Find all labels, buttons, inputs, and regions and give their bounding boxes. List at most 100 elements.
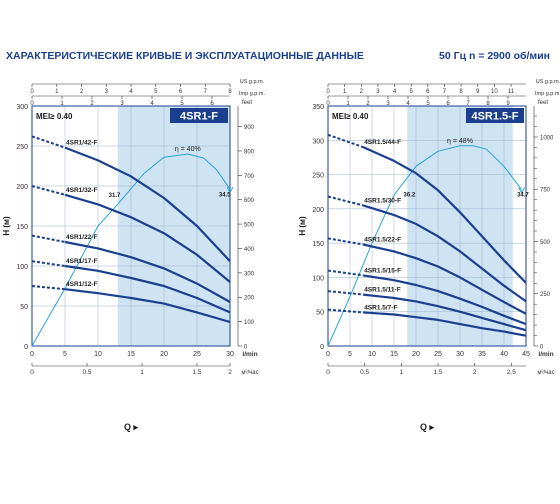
chart1-xtick-label: 0	[30, 351, 34, 358]
frequency-label: 50 Гц n = 2900 об/мин	[439, 50, 550, 62]
chart1-top-tick-label: 7	[204, 89, 208, 95]
chart1-xtick-label: 25	[193, 351, 201, 358]
chart1-series-4sr1-42-f	[64, 146, 231, 262]
chart2-series-label-4sr1-5-11-f: 4SR1.5/11-F	[364, 287, 401, 294]
chart1-feet-tick-label: 800	[244, 149, 255, 155]
chart1-series-label-4sr1-22-f: 4SR1/22-F	[66, 234, 97, 241]
chart1-xtick-label: 20	[160, 351, 168, 358]
chart2-efficiency-peak-label: η = 48%	[447, 138, 473, 145]
chart1-ytick-label: 250	[16, 144, 28, 151]
chart2-top-tick-label: 1	[343, 89, 347, 95]
chart2-efficiency-curve	[327, 145, 522, 347]
chart2-ytick-label: 200	[312, 207, 324, 214]
chart1-mei-label: MEI≥ 0.40	[36, 112, 73, 121]
chart1-top-tick-label: 6	[210, 101, 214, 107]
chart2-feet-unit: feet	[538, 100, 548, 106]
chart2-top-tick-label: 6	[446, 101, 450, 107]
chart2-xtick-label: 0	[326, 351, 330, 358]
chart1-feet-tick-label: 900	[244, 125, 255, 131]
chart1-top-axis-unit: Imp g.p.m.	[239, 91, 265, 97]
chart2-y-axis-title: H (м)	[298, 216, 307, 236]
chart2-series-4sr1-5-30-f-dashed	[327, 195, 364, 207]
chart1-feet-tick-label: 600	[244, 198, 255, 204]
chart1-feet-tick-label: 0	[244, 345, 248, 351]
chart1-feet-unit: feet	[242, 100, 252, 106]
chart1-x-unit: l/min	[242, 351, 257, 358]
chart2-top-tick-label: 8	[486, 101, 490, 107]
chart1-efficiency-annotation: 31.7	[109, 193, 121, 199]
chart1-top-tick-label: 3	[105, 89, 109, 95]
chart2-series-4sr1-5-44-f-dashed	[327, 133, 364, 149]
chart2-top-tick-label: 6	[426, 89, 430, 95]
chart2-top-tick-label: 9	[506, 101, 510, 107]
chart2-top-tick-label: 8	[459, 89, 463, 95]
chart1-series-4sr1-17-f-dashed	[31, 260, 66, 267]
chart2-series-4sr1-5-30-f	[362, 204, 527, 303]
chart1-series-4sr1-22-f-dashed	[31, 234, 66, 243]
chart1-top-tick-label: 4	[150, 101, 154, 107]
chart2-ytick-label: 150	[312, 241, 324, 248]
chart2-top-tick-label: 4	[393, 89, 397, 95]
chart1-x2-unit: м³/час	[241, 370, 258, 376]
chart1-xtick-label: 15	[127, 351, 135, 358]
chart1-plot-frame	[31, 105, 231, 347]
chart2-series-4sr1-5-15-f	[363, 274, 527, 326]
chart1-series-4sr1-12-f-dashed	[31, 285, 66, 291]
chart1-feet-tick-label: 300	[244, 271, 255, 277]
chart1-feet-tick-label: 400	[244, 247, 255, 253]
chart2-efficiency-annotation: 36.2	[404, 193, 416, 199]
chart2-ytick-label: 0	[320, 344, 324, 351]
chart2-top-tick-label: 4	[406, 101, 410, 107]
chart1-ytick-label: 0	[24, 344, 28, 351]
chart1-x2-tick-label: 1	[140, 369, 144, 376]
chart2-x2-unit: м³/час	[537, 370, 554, 376]
chart2-x2-tick-label: 0	[326, 369, 330, 376]
chart1-ytick-label: 300	[16, 104, 28, 111]
chart2-feet-tick-label: 750	[540, 188, 551, 194]
chart1-feet-tick-label: 700	[244, 174, 255, 180]
chart2-xtick-label: 10	[368, 351, 376, 358]
chart1-efficiency-peak-label: η = 40%	[175, 146, 201, 153]
chart2-x2-tick-label: 1	[400, 369, 404, 376]
chart2-top-tick-label: 0	[326, 101, 330, 107]
chart1-series-4sr1-17-f	[64, 264, 231, 314]
chart2-feet-tick-label: 500	[540, 240, 551, 246]
chart2-top-tick-label: 0	[326, 89, 330, 95]
chart2-series-label-4sr1-5-22-f: 4SR1.5/22-F	[364, 237, 401, 244]
chart1-ytick-label: 150	[16, 224, 28, 231]
chart2-ytick-label: 50	[316, 310, 324, 317]
chart1-top-tick-label: 1	[60, 101, 64, 107]
chart1-chart-title: 4SR1-F	[180, 111, 218, 123]
chart1-series-4sr1-32-f	[64, 193, 231, 283]
chart1-efficiency-annotation: 34.5	[219, 192, 231, 198]
chart2-plot-frame	[327, 105, 527, 347]
chart2-top-tick-label: 7	[466, 101, 470, 107]
chart2-top-tick-label: 5	[426, 101, 430, 107]
chart1-feet-tick-label: 100	[244, 320, 255, 326]
chart1-top-axis-unit: US g.p.m.	[240, 79, 265, 85]
chart2-top-tick-label: 3	[386, 101, 390, 107]
chart2-top-tick-label: 1	[346, 101, 350, 107]
chart2-top-tick-label: 10	[491, 89, 498, 95]
chart2-top-tick-label: 9	[476, 89, 480, 95]
chart1-top-tick-label: 2	[90, 101, 94, 107]
chart2-series-4sr1-5-15-f-dashed	[327, 269, 364, 277]
chart1-series-4sr1-32-f-dashed	[31, 185, 66, 196]
chart1-ytick-label: 50	[20, 304, 28, 311]
chart1-top-tick-label: 0	[30, 101, 34, 107]
chart2-x2-tick-label: 2	[473, 369, 477, 376]
chart2-ytick-label: 100	[312, 275, 324, 282]
chart1-top-tick-label: 5	[154, 89, 158, 95]
chart2-mei-label: MEI≥ 0.40	[332, 112, 369, 121]
chart2-top-tick-label: 5	[410, 89, 414, 95]
chart1-feet-tick-label: 200	[244, 296, 255, 302]
chart2-feet-tick-label: 250	[540, 292, 551, 298]
chart2-series-label-4sr1-5-15-f: 4SR1.5/15-F	[364, 267, 401, 274]
chart2-top-axis-unit: US g.p.m.	[536, 79, 560, 85]
chart2-top-tick-label: 2	[360, 89, 364, 95]
chart1-efficiency-curve	[31, 153, 231, 347]
chart2-x2-tick-label: 0.5	[360, 369, 369, 376]
page-title: ХАРАКТЕРИСТИЧЕСКИЕ КРИВЫЕ И ЭКСПЛУАТАЦИО…	[6, 50, 364, 62]
